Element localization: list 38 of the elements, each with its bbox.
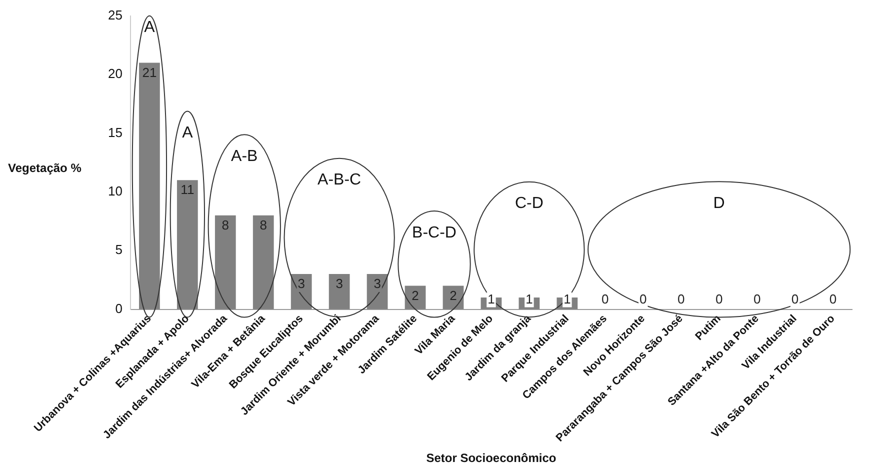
- bar: [214, 215, 236, 310]
- data-label: 0: [715, 291, 723, 306]
- data-label: 21: [142, 64, 157, 80]
- y-tick-label: 15: [108, 124, 122, 140]
- data-label: 0: [753, 291, 761, 306]
- y-tick-label: 5: [115, 242, 122, 258]
- annotation: C-D: [514, 195, 544, 212]
- bar: [176, 180, 198, 310]
- data-label: 3: [374, 276, 381, 292]
- data-label: 3: [336, 276, 343, 292]
- annotation: A-B: [231, 148, 258, 166]
- data-label: 0: [829, 291, 837, 306]
- data-label: 2: [450, 288, 457, 303]
- data-label: 1: [526, 291, 533, 306]
- annotation: B-C-D: [412, 224, 456, 242]
- annotation: A-B-C: [318, 172, 362, 189]
- data-label: 0: [677, 291, 685, 306]
- y-axis-title: Vegetação %: [8, 160, 82, 175]
- x-axis-title: Setor Socioeconômico: [426, 451, 556, 466]
- data-label: 1: [488, 291, 495, 306]
- annotation: A: [182, 124, 194, 142]
- data-label: 8: [222, 217, 230, 232]
- data-label: 2: [412, 288, 419, 303]
- y-tick-label: 25: [108, 7, 122, 22]
- data-label: 1: [564, 291, 571, 306]
- annotation: A: [144, 18, 156, 36]
- y-tick-label: 20: [108, 66, 122, 82]
- bar: [139, 62, 160, 310]
- data-label: 0: [602, 291, 609, 306]
- data-label: 3: [298, 276, 305, 292]
- y-tick-label: 0: [115, 300, 122, 316]
- data-label: 0: [791, 291, 799, 306]
- data-label: 8: [260, 217, 267, 232]
- data-label: 0: [640, 291, 647, 306]
- annotation: D: [713, 195, 725, 212]
- y-tick-label: 10: [108, 183, 122, 198]
- data-label: 11: [180, 182, 194, 198]
- bar: [252, 215, 274, 310]
